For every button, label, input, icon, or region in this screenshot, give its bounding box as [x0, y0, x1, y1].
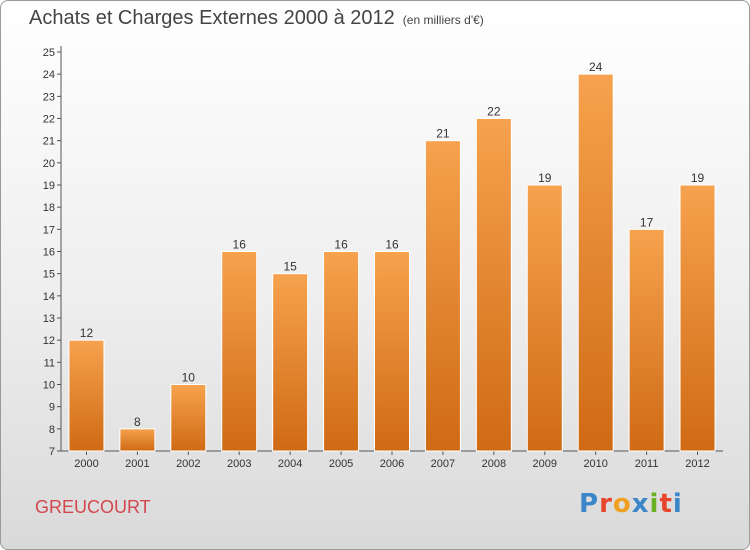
bar: [679, 184, 716, 452]
y-tick-label: 9: [49, 402, 55, 414]
bar: [68, 339, 105, 452]
y-tick-label: 23: [43, 91, 55, 103]
data-label: 16: [334, 238, 348, 252]
data-label: 22: [487, 105, 501, 119]
bar: [323, 251, 360, 452]
x-tick-label: 2003: [227, 458, 251, 470]
bar: [475, 118, 512, 452]
place-label: GREUCOURT: [35, 497, 151, 517]
y-tick-label: 11: [44, 357, 55, 369]
chart-title-row: Achats et Charges Externes 2000 à 2012 (e…: [29, 7, 484, 30]
bar: [526, 184, 563, 452]
data-label: 16: [385, 238, 399, 252]
data-label: 21: [436, 127, 450, 141]
bar: [221, 251, 258, 452]
y-tick-label: 8: [49, 424, 55, 436]
data-label: 19: [691, 171, 705, 185]
y-tick-label: 20: [43, 158, 55, 170]
bar: [374, 251, 410, 452]
bar: [424, 140, 461, 452]
bar: [577, 73, 614, 452]
x-tick-label: 2000: [74, 458, 98, 470]
y-tick-label: 19: [43, 180, 55, 192]
y-tick-label: 18: [43, 202, 55, 214]
chart-title: Achats et Charges Externes 2000 à 2012: [29, 7, 395, 29]
y-tick-label: 15: [43, 269, 55, 281]
y-tick-label: 17: [43, 224, 55, 236]
y-tick-label: 24: [43, 69, 55, 81]
y-tick-label: 13: [43, 313, 55, 325]
y-tick-label: 10: [43, 380, 55, 392]
data-label: 17: [640, 215, 654, 229]
x-tick-label: 2002: [176, 458, 200, 470]
x-tick-label: 2005: [329, 458, 353, 470]
y-tick-label: 12: [43, 335, 55, 347]
x-tick-label: 2004: [278, 458, 302, 470]
data-label: 24: [589, 60, 603, 74]
y-tick-label: 14: [43, 291, 55, 303]
y-tick-label: 16: [43, 247, 55, 259]
bar: [119, 428, 156, 452]
x-tick-label: 2011: [635, 458, 659, 470]
y-tick-label: 25: [43, 47, 55, 59]
chart-subtitle: (en milliers d'€): [402, 13, 484, 27]
data-label: 19: [538, 171, 552, 185]
data-label: 16: [233, 238, 247, 252]
x-tick-label: 2009: [533, 458, 557, 470]
data-label: 10: [182, 371, 196, 385]
data-label: 12: [80, 326, 94, 340]
x-tick-label: 2010: [583, 458, 607, 470]
proxiti-logo: Proxiti: [579, 489, 683, 519]
chart-labels: 2000 12 2001 8 2002 10 2003 16 2004 15 2005 16 2006 1…: [74, 60, 710, 470]
data-label: 15: [283, 260, 297, 274]
x-tick-label: 2001: [125, 458, 149, 470]
bar: [170, 384, 207, 452]
x-tick-label: 2008: [482, 458, 506, 470]
y-tick-label: 22: [43, 114, 55, 126]
data-label: 8: [134, 415, 141, 429]
y-tick-label: 7: [49, 446, 55, 458]
x-tick-label: 2006: [380, 458, 404, 470]
x-tick-label: 2012: [685, 458, 709, 470]
bar: [272, 273, 309, 452]
y-tick-label: 21: [43, 136, 55, 148]
chart-bars: [68, 73, 716, 452]
x-tick-label: 2007: [431, 458, 455, 470]
bar: [628, 228, 665, 452]
